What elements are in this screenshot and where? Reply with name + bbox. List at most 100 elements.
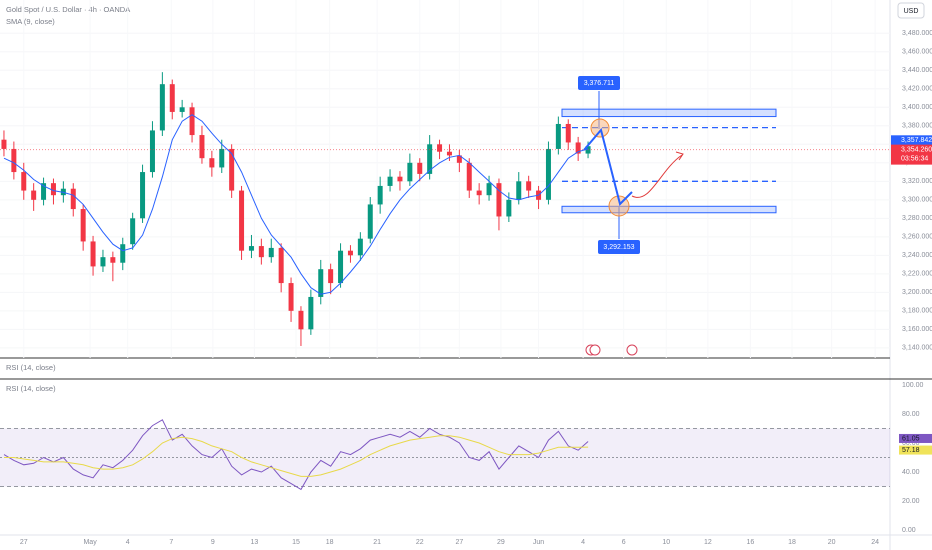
target-label: 3,376.711: [584, 80, 615, 87]
x-tick-label: 4: [126, 539, 130, 546]
candle-body: [159, 84, 165, 131]
y-tick-label: 3,380.000: [902, 123, 932, 130]
projection-drawing: [583, 118, 684, 356]
candle-body: [565, 123, 571, 143]
candle-body: [377, 185, 383, 205]
sma-line: [3, 114, 589, 295]
y-tick-label: 3,400.000: [902, 104, 932, 111]
candle-body: [140, 172, 146, 219]
projection-arrow: [583, 127, 633, 206]
x-tick-label: 21: [373, 539, 381, 546]
candle-body: [328, 269, 334, 284]
candle-body: [199, 135, 205, 159]
current-price-badge: [891, 144, 932, 165]
currency-label[interactable]: USD: [904, 8, 919, 15]
candle-body: [50, 183, 56, 196]
candle-body: [278, 247, 284, 284]
candle-body: [110, 257, 116, 263]
candle-body: [21, 172, 27, 191]
x-tick-label: 24: [871, 539, 879, 546]
candle-body: [407, 162, 413, 182]
candle-body: [427, 144, 433, 174]
candle-body: [31, 190, 37, 200]
candle-body: [268, 247, 274, 258]
candle-body: [367, 204, 373, 239]
event-icon[interactable]: [626, 344, 638, 356]
x-tick-label: 15: [292, 539, 300, 546]
y-tick-label: 3,220.000: [902, 271, 932, 278]
x-tick-label: 6: [622, 539, 626, 546]
candle-body: [1, 139, 7, 149]
candle-body: [318, 269, 324, 297]
rsi-ma-line: [4, 435, 589, 477]
x-tick-label: 12: [704, 539, 712, 546]
x-tick-label: 18: [788, 539, 796, 546]
current-price-label: 3,354.260: [901, 146, 932, 153]
x-tick-label: May: [83, 539, 97, 546]
x-tick-label: Jun: [533, 539, 544, 546]
candle-body: [526, 181, 532, 191]
candle-body: [466, 162, 472, 191]
candle-body: [239, 190, 245, 251]
rsi-value-label: 61.05: [902, 435, 920, 442]
candle-body: [189, 107, 195, 136]
event-icon[interactable]: [589, 344, 601, 356]
candle-body: [100, 257, 106, 267]
y-tick-label: 3,240.000: [902, 252, 932, 259]
y-tick-label: 3,480.000: [902, 30, 932, 37]
y-tick-label: 3,180.000: [902, 308, 932, 315]
candle-body: [80, 209, 86, 242]
candle-body: [516, 181, 522, 200]
rsi-tick-label: 100.00: [902, 382, 924, 389]
candle-body: [298, 310, 304, 330]
candle-body: [308, 296, 314, 330]
candle-body: [486, 183, 492, 196]
y-tick-label: 3,160.000: [902, 326, 932, 333]
x-tick-label: 7: [169, 539, 173, 546]
candle-body: [209, 158, 215, 168]
projection-curve: [631, 154, 683, 198]
arrow-head: [675, 151, 684, 161]
candle-body: [90, 241, 96, 267]
candle-body: [229, 148, 235, 191]
rsi-tick-label: 40.00: [902, 469, 920, 476]
target-badge: [578, 76, 620, 90]
currency-button[interactable]: [897, 2, 925, 19]
x-tick-label: 4: [581, 539, 585, 546]
x-tick-label: 13: [251, 539, 259, 546]
target-label: 3,292.153: [603, 244, 634, 251]
x-tick-label: 10: [662, 539, 670, 546]
rsi-pane: 0.00 20.00 40.00 60.00 80.00 100.00 61.05 57.18: [0, 382, 932, 534]
y-tick-label: 3,300.000: [902, 197, 932, 204]
candle-body: [545, 148, 551, 200]
rsi-tick-label: 60.00: [902, 440, 920, 447]
candle-body: [506, 199, 512, 217]
candle-body: [258, 246, 264, 258]
candle-body: [347, 250, 353, 256]
rsi-tick-label: 20.00: [902, 498, 920, 505]
last-price-badge: [891, 135, 932, 146]
symbol-title: Gold Spot / U.S. Dollar · 4h · OANDA: [6, 5, 130, 14]
indicator-label: SMA (9, close): [6, 17, 55, 26]
y-tick-label: 3,280.000: [902, 215, 932, 222]
candle-body: [288, 283, 294, 311]
candle-body: [476, 190, 482, 196]
candle-body: [219, 148, 225, 168]
candle-body: [248, 246, 254, 251]
y-tick-label: 3,200.000: [902, 289, 932, 296]
rsi-label: RSI (14, close): [6, 363, 56, 372]
candle-body: [70, 188, 76, 210]
turn-circle: [590, 118, 610, 138]
x-tick-label: 18: [326, 539, 334, 546]
rsi-tick-label: 80.00: [902, 411, 920, 418]
rsi-tick-label: 0.00: [902, 527, 916, 534]
candle-body: [387, 176, 393, 186]
candle-body: [179, 107, 185, 112]
candle-body: [130, 218, 136, 245]
x-tick-label: 20: [828, 539, 836, 546]
candle-body: [41, 183, 47, 200]
candle-body: [120, 244, 126, 263]
candle-body: [456, 155, 462, 163]
